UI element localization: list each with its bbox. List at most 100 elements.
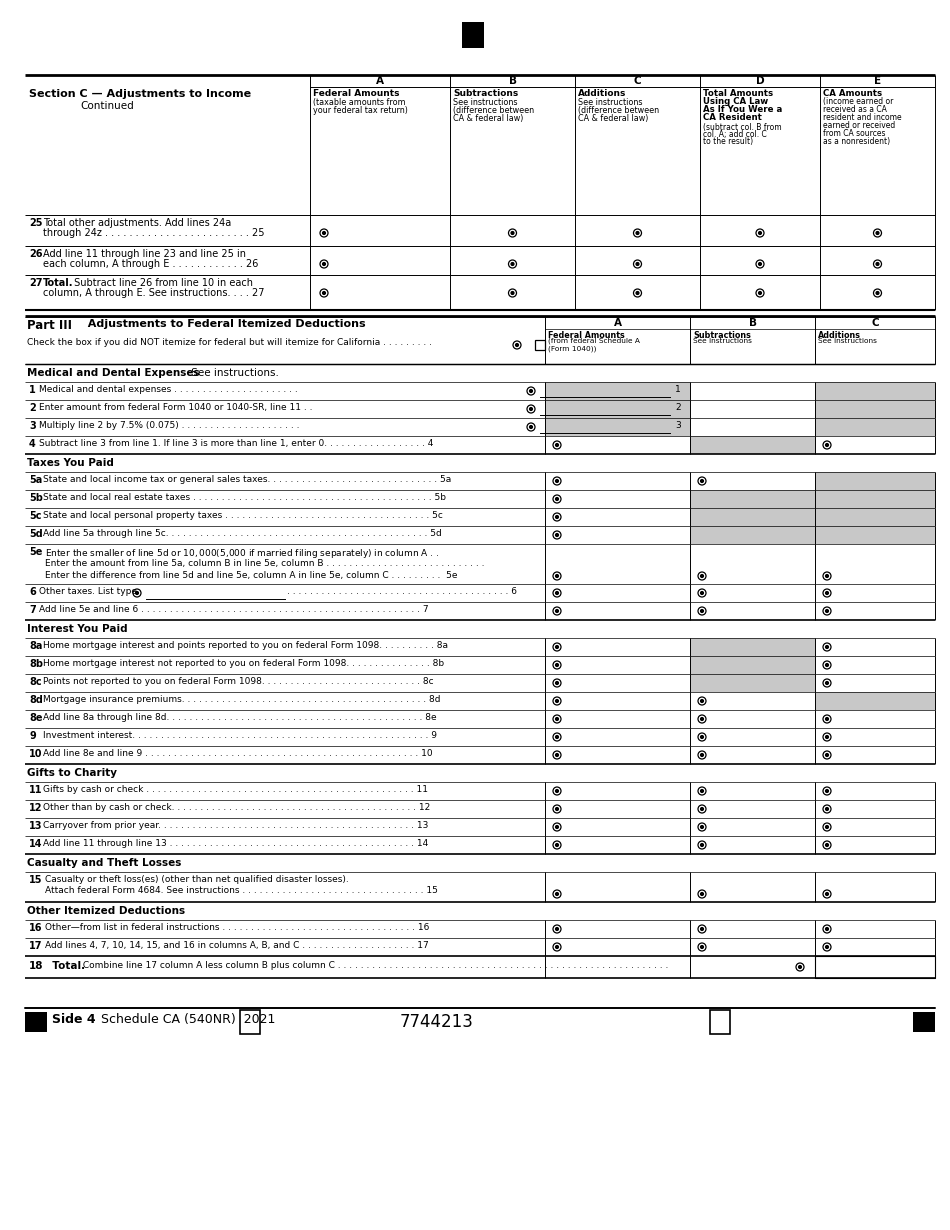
Text: State and local personal property taxes . . . . . . . . . . . . . . . . . . . . : State and local personal property taxes …	[43, 510, 443, 520]
Text: Home mortgage interest not reported to you on federal Form 1098. . . . . . . . .: Home mortgage interest not reported to y…	[43, 659, 444, 668]
Circle shape	[826, 754, 828, 756]
Circle shape	[700, 844, 703, 846]
Text: 25: 25	[29, 218, 43, 228]
Text: 6: 6	[29, 587, 36, 597]
Circle shape	[529, 407, 532, 411]
Circle shape	[700, 480, 703, 482]
Text: 5b: 5b	[29, 493, 43, 503]
Text: (Form 1040)): (Form 1040))	[548, 344, 597, 352]
Text: See instructions: See instructions	[693, 338, 751, 344]
Text: Subtractions: Subtractions	[453, 89, 519, 98]
Text: 1: 1	[675, 385, 681, 394]
Bar	[462, 22, 484, 48]
Text: Multiply line 2 by 7.5% (0.075) . . . . . . . . . . . . . . . . . . . . .: Multiply line 2 by 7.5% (0.075) . . . . …	[39, 421, 299, 430]
Circle shape	[556, 717, 559, 721]
Text: 8e: 8e	[29, 713, 43, 723]
Bar	[690, 674, 815, 692]
Bar	[815, 692, 935, 710]
Text: 7: 7	[29, 605, 36, 615]
Circle shape	[826, 646, 828, 648]
Circle shape	[556, 574, 559, 577]
Circle shape	[826, 681, 828, 684]
Text: Adjustments to Federal Itemized Deductions: Adjustments to Federal Itemized Deductio…	[80, 319, 366, 328]
Bar	[535, 339, 545, 351]
Circle shape	[556, 844, 559, 846]
Circle shape	[700, 610, 703, 613]
Text: 16: 16	[29, 922, 43, 934]
Text: A: A	[614, 319, 621, 328]
Text: your federal tax return): your federal tax return)	[313, 106, 408, 114]
Circle shape	[826, 610, 828, 613]
Text: Subtractions: Subtractions	[693, 331, 750, 339]
Text: 5a: 5a	[29, 475, 42, 485]
Text: 9: 9	[29, 731, 36, 740]
Text: 27: 27	[29, 278, 43, 288]
Circle shape	[700, 574, 703, 577]
Circle shape	[529, 390, 532, 392]
Text: Additions: Additions	[818, 331, 861, 339]
Circle shape	[826, 736, 828, 738]
Text: Mortgage insurance premiums. . . . . . . . . . . . . . . . . . . . . . . . . . .: Mortgage insurance premiums. . . . . . .…	[43, 695, 441, 704]
Bar	[815, 418, 935, 435]
Circle shape	[323, 262, 326, 266]
Bar	[710, 1010, 730, 1034]
Text: C: C	[634, 76, 641, 86]
Text: 8a: 8a	[29, 641, 43, 651]
Text: 8b: 8b	[29, 659, 43, 669]
Circle shape	[556, 480, 559, 482]
Circle shape	[700, 946, 703, 948]
Text: 13: 13	[29, 820, 43, 831]
Text: Add line 11 through line 23 and line 25 in: Add line 11 through line 23 and line 25 …	[43, 248, 246, 260]
Text: Total Amounts: Total Amounts	[703, 89, 773, 98]
Circle shape	[826, 664, 828, 667]
Text: Total other adjustments. Add lines 24a: Total other adjustments. Add lines 24a	[43, 218, 231, 228]
Circle shape	[556, 754, 559, 756]
Circle shape	[700, 736, 703, 738]
Circle shape	[700, 825, 703, 828]
Circle shape	[556, 664, 559, 667]
Bar	[545, 383, 690, 400]
Text: Medical and dental expenses . . . . . . . . . . . . . . . . . . . . . .: Medical and dental expenses . . . . . . …	[39, 385, 297, 394]
Text: 7744213: 7744213	[400, 1014, 474, 1031]
Text: Using CA Law: Using CA Law	[703, 97, 769, 106]
Circle shape	[511, 292, 514, 294]
Circle shape	[700, 893, 703, 895]
Text: Federal Amounts: Federal Amounts	[548, 331, 625, 339]
Text: Add line 8a through line 8d. . . . . . . . . . . . . . . . . . . . . . . . . . .: Add line 8a through line 8d. . . . . . .…	[43, 713, 437, 722]
Circle shape	[826, 574, 828, 577]
Text: Enter amount from federal Form 1040 or 1040-SR, line 11 . .: Enter amount from federal Form 1040 or 1…	[39, 403, 313, 412]
Text: Add line 5a through line 5c. . . . . . . . . . . . . . . . . . . . . . . . . . .: Add line 5a through line 5c. . . . . . .…	[43, 529, 442, 538]
Circle shape	[799, 966, 802, 968]
Text: col. A; add col. C: col. A; add col. C	[703, 130, 767, 139]
Circle shape	[636, 292, 639, 294]
Circle shape	[826, 717, 828, 721]
Circle shape	[556, 790, 559, 792]
Text: Subtract line 26 from line 10 in each: Subtract line 26 from line 10 in each	[71, 278, 253, 288]
Text: Check the box if you did NOT itemize for federal but will itemize for California: Check the box if you did NOT itemize for…	[27, 338, 432, 347]
Circle shape	[323, 231, 326, 235]
Text: 3: 3	[29, 421, 36, 430]
Text: Gifts by cash or check . . . . . . . . . . . . . . . . . . . . . . . . . . . . .: Gifts by cash or check . . . . . . . . .…	[43, 785, 428, 795]
Text: See instructions: See instructions	[453, 98, 518, 107]
Text: earned or received: earned or received	[823, 121, 895, 130]
Bar	[690, 490, 815, 508]
Text: 10: 10	[29, 749, 43, 759]
Text: each column, A through E . . . . . . . . . . . . 26: each column, A through E . . . . . . . .…	[43, 260, 258, 269]
Circle shape	[826, 444, 828, 446]
Text: 8c: 8c	[29, 676, 42, 688]
Circle shape	[556, 736, 559, 738]
Text: Attach federal Form 4684. See instructions . . . . . . . . . . . . . . . . . . .: Attach federal Form 4684. See instructio…	[45, 886, 438, 895]
Text: A: A	[376, 76, 384, 86]
Text: to the result): to the result)	[703, 137, 753, 146]
Text: CA Resident: CA Resident	[703, 113, 762, 122]
Circle shape	[700, 808, 703, 811]
Circle shape	[556, 946, 559, 948]
Text: Combine line 17 column A less column B plus column C . . . . . . . . . . . . . .: Combine line 17 column A less column B p…	[80, 961, 669, 970]
Text: Schedule CA (540NR)  2021: Schedule CA (540NR) 2021	[93, 1014, 276, 1026]
Circle shape	[556, 610, 559, 613]
Text: Federal Amounts: Federal Amounts	[313, 89, 400, 98]
Circle shape	[556, 592, 559, 594]
Text: Subtract line 3 from line 1. If line 3 is more than line 1, enter 0. . . . . . .: Subtract line 3 from line 1. If line 3 i…	[39, 439, 433, 448]
Circle shape	[876, 262, 879, 266]
Text: As If You Were a: As If You Were a	[703, 105, 782, 114]
